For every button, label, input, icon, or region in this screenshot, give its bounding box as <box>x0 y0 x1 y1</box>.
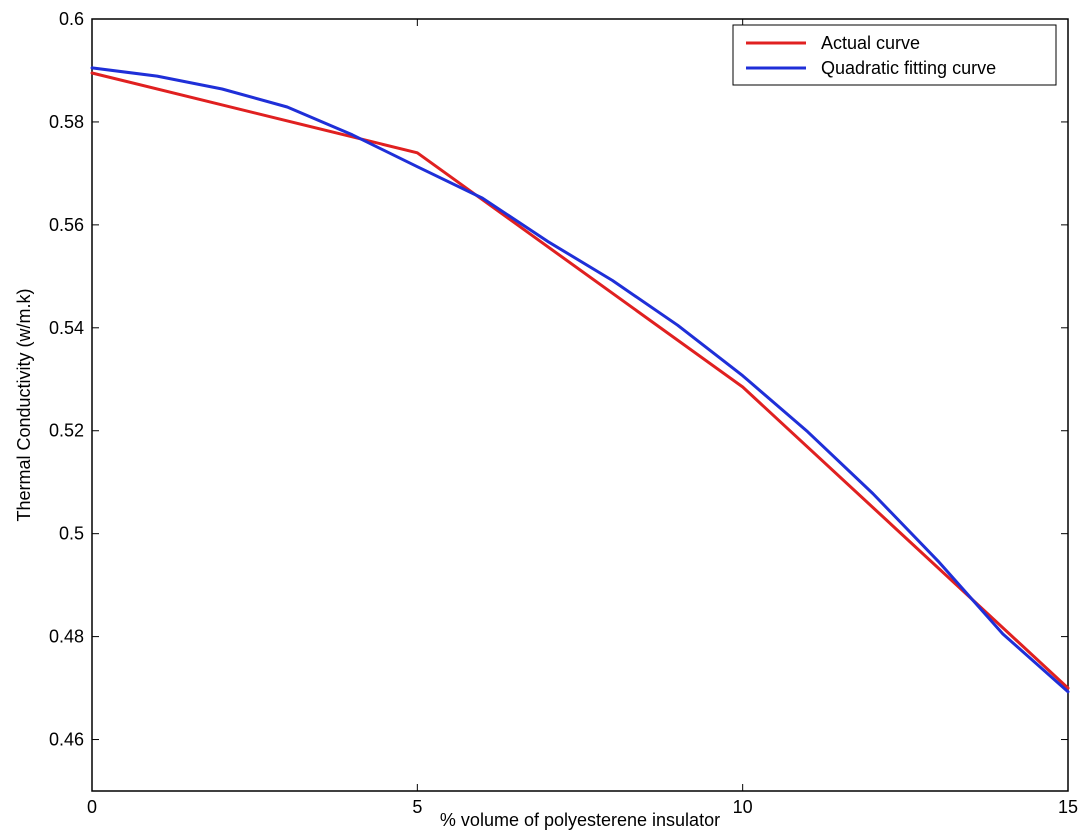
y-tick-label: 0.58 <box>49 112 84 132</box>
series-lines <box>90 66 1070 694</box>
x-tick-label: 0 <box>87 797 97 817</box>
x-tick-label: 5 <box>412 797 422 817</box>
x-axis-label: % volume of polyesterene insulator <box>440 810 720 830</box>
y-tick-label: 0.52 <box>49 421 84 441</box>
axis-tick-labels: 0 5 10 15 0.46 0.48 0.5 0.52 0.54 0.56 0.58 0.6 <box>49 9 1078 817</box>
y-tick-label: 0.56 <box>49 215 84 235</box>
x-tick-label: 10 <box>733 797 753 817</box>
legend-box <box>732 24 1057 86</box>
y-tick-label: 0.46 <box>49 730 84 750</box>
x-tick-label: 15 <box>1058 797 1078 817</box>
legend-label-quadratic-fitting-curve: Quadratic fitting curve <box>821 58 996 78</box>
series-line-quadratic-fitting-curve <box>90 66 1070 694</box>
series-line-actual-curve <box>90 71 1070 690</box>
y-tick-label: 0.48 <box>49 627 84 647</box>
legend: Actual curve Quadratic fitting curve <box>732 24 1057 86</box>
y-tick-label: 0.54 <box>49 318 84 338</box>
y-axis-label: Thermal Conductivity (w/m.k) <box>14 288 34 521</box>
y-tick-label: 0.5 <box>59 524 84 544</box>
plot-area <box>91 18 1069 792</box>
axis-ticks <box>91 18 1069 791</box>
y-tick-label: 0.6 <box>59 9 84 29</box>
legend-label-actual-curve: Actual curve <box>821 33 920 53</box>
